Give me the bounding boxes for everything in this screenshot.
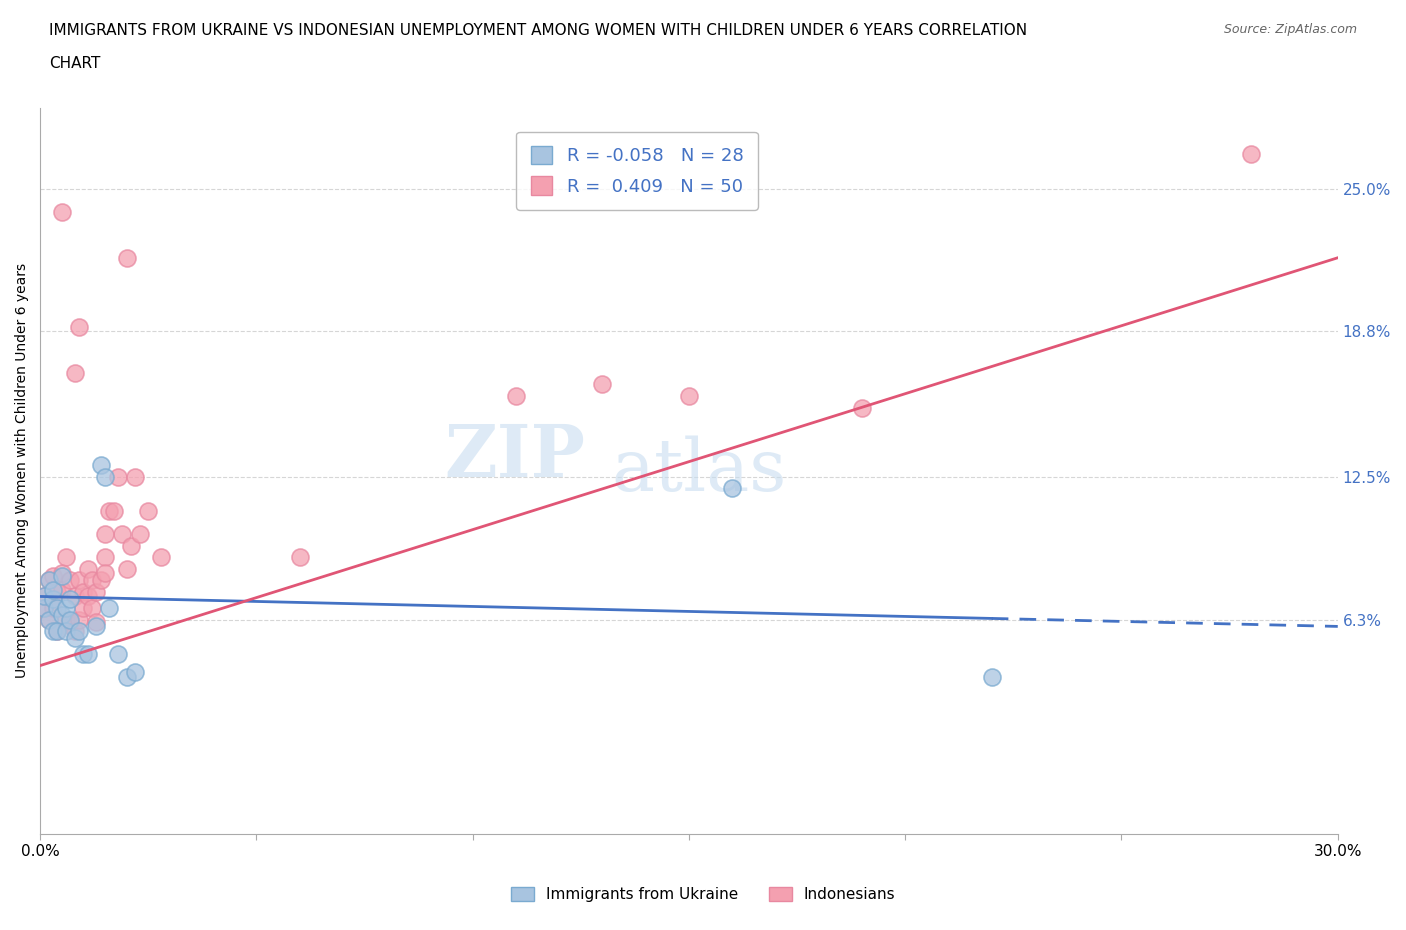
Point xyxy=(136,504,159,519)
Point xyxy=(51,566,73,581)
Point xyxy=(72,646,94,661)
Point xyxy=(59,615,82,630)
Point xyxy=(115,562,138,577)
Point xyxy=(288,550,311,565)
Point xyxy=(90,458,112,472)
Text: IMMIGRANTS FROM UKRAINE VS INDONESIAN UNEMPLOYMENT AMONG WOMEN WITH CHILDREN UND: IMMIGRANTS FROM UKRAINE VS INDONESIAN UN… xyxy=(49,23,1028,38)
Point xyxy=(63,631,86,645)
Y-axis label: Unemployment Among Women with Children Under 6 years: Unemployment Among Women with Children U… xyxy=(15,263,30,679)
Point xyxy=(115,670,138,684)
Point xyxy=(34,601,56,616)
Point xyxy=(59,591,82,606)
Point xyxy=(51,582,73,597)
Point xyxy=(42,582,65,597)
Point xyxy=(42,591,65,606)
Point xyxy=(67,624,90,639)
Point xyxy=(67,573,90,588)
Point xyxy=(150,550,173,565)
Point xyxy=(94,470,117,485)
Point xyxy=(67,319,90,334)
Point xyxy=(63,624,86,639)
Point xyxy=(55,550,77,565)
Point xyxy=(128,526,150,541)
Point xyxy=(120,538,142,553)
Point xyxy=(107,470,129,485)
Point xyxy=(38,573,60,588)
Point xyxy=(76,646,98,661)
Point xyxy=(94,550,117,565)
Point xyxy=(94,526,117,541)
Point xyxy=(38,573,60,588)
Point xyxy=(80,573,103,588)
Point xyxy=(90,573,112,588)
Text: Source: ZipAtlas.com: Source: ZipAtlas.com xyxy=(1223,23,1357,36)
Point xyxy=(67,612,90,627)
Text: atlas: atlas xyxy=(612,435,786,506)
Point xyxy=(505,389,527,404)
Point xyxy=(124,470,146,485)
Point xyxy=(34,589,56,604)
Point xyxy=(46,601,69,616)
Text: ZIP: ZIP xyxy=(444,421,585,492)
Point xyxy=(98,504,121,519)
Point xyxy=(980,670,1002,684)
Point xyxy=(76,589,98,604)
Point xyxy=(111,526,134,541)
Point xyxy=(42,601,65,616)
Point xyxy=(55,601,77,616)
Point xyxy=(42,568,65,583)
Point xyxy=(63,365,86,380)
Legend: R = -0.058   N = 28, R =  0.409   N = 50: R = -0.058 N = 28, R = 0.409 N = 50 xyxy=(516,131,758,210)
Point xyxy=(63,589,86,604)
Point xyxy=(34,601,56,616)
Point xyxy=(38,612,60,627)
Point xyxy=(124,665,146,680)
Point xyxy=(98,601,121,616)
Point xyxy=(59,612,82,627)
Point xyxy=(103,504,125,519)
Point xyxy=(46,584,69,599)
Point xyxy=(678,389,700,404)
Point xyxy=(851,400,873,415)
Point xyxy=(55,612,77,627)
Point xyxy=(72,584,94,599)
Point xyxy=(38,612,60,627)
Point xyxy=(721,481,744,496)
Point xyxy=(51,607,73,622)
Point xyxy=(115,250,138,265)
Point xyxy=(76,562,98,577)
Point xyxy=(591,377,613,392)
Point xyxy=(59,573,82,588)
Point xyxy=(1240,147,1263,162)
Point xyxy=(46,624,69,639)
Point xyxy=(34,589,56,604)
Point xyxy=(86,615,108,630)
Point xyxy=(51,205,73,219)
Point xyxy=(80,601,103,616)
Point xyxy=(46,624,69,639)
Text: CHART: CHART xyxy=(49,56,101,71)
Point xyxy=(51,568,73,583)
Legend: Immigrants from Ukraine, Indonesians: Immigrants from Ukraine, Indonesians xyxy=(505,881,901,909)
Point xyxy=(55,624,77,639)
Point xyxy=(86,619,108,634)
Point xyxy=(72,601,94,616)
Point xyxy=(107,646,129,661)
Point xyxy=(94,566,117,581)
Point xyxy=(86,584,108,599)
Point xyxy=(42,624,65,639)
